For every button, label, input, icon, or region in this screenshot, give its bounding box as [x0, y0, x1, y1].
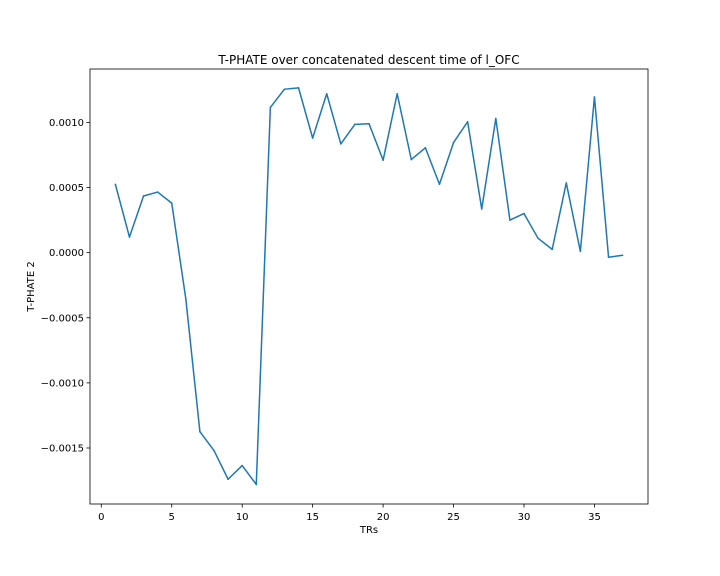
x-tick-label: 30 [518, 512, 531, 523]
data-point [368, 122, 370, 125]
data-point [114, 183, 117, 186]
data-point [241, 464, 243, 467]
data-point [325, 92, 328, 95]
data-point [269, 106, 272, 109]
y-tick-label: 0.0000 [49, 248, 84, 259]
plot-area [114, 87, 624, 486]
data-point [213, 449, 215, 452]
data-point [311, 137, 314, 139]
data-point [509, 219, 511, 221]
x-tick-label: 20 [377, 512, 390, 523]
data-point [593, 96, 596, 98]
data-point [283, 88, 286, 90]
data-point [396, 92, 398, 95]
chart-title: T-PHATE over concatenated descent time o… [217, 53, 519, 67]
data-point [354, 123, 356, 126]
data-point [410, 158, 413, 161]
y-axis-label: T-PHATE 2 [26, 261, 37, 312]
data-point [607, 256, 610, 259]
data-point [255, 483, 258, 486]
data-point [438, 183, 441, 186]
data-point [537, 237, 539, 240]
x-tick-label: 25 [447, 512, 460, 523]
x-tick-label: 10 [236, 512, 249, 523]
data-point [382, 159, 384, 161]
data-point [466, 120, 469, 123]
data-point [452, 141, 455, 144]
axes-frame [89, 68, 649, 505]
data-point [480, 208, 483, 210]
data-point [579, 250, 582, 253]
data-point [156, 191, 159, 193]
x-axis: 0 5 10 15 20 25 30 35 [98, 504, 601, 523]
x-tick-label: 15 [306, 512, 319, 523]
data-point [495, 117, 497, 120]
x-axis-label: TRs [359, 525, 378, 536]
data-point [424, 146, 427, 149]
x-tick-label: 35 [588, 512, 601, 523]
y-tick-label: −0.0010 [41, 378, 84, 389]
data-point [551, 248, 553, 251]
data-point [128, 236, 131, 238]
x-tick-label: 5 [169, 512, 175, 523]
data-point [199, 430, 201, 433]
data-point [621, 254, 624, 257]
y-tick-label: 0.0005 [49, 183, 84, 194]
data-point [170, 202, 173, 204]
x-tick-label: 0 [98, 512, 104, 523]
data-point [142, 195, 145, 197]
data-point [297, 87, 300, 89]
y-tick-label: −0.0005 [41, 313, 84, 324]
data-point [227, 478, 229, 481]
data-point [185, 298, 187, 300]
data-point [523, 212, 525, 215]
data-point [565, 182, 568, 184]
y-tick-label: −0.0015 [41, 443, 84, 454]
y-axis: −0.0015 −0.0010 −0.0005 0.0000 0.0005 0.0010 [41, 118, 90, 454]
y-tick-label: 0.0010 [49, 118, 84, 129]
data-point [340, 143, 342, 145]
